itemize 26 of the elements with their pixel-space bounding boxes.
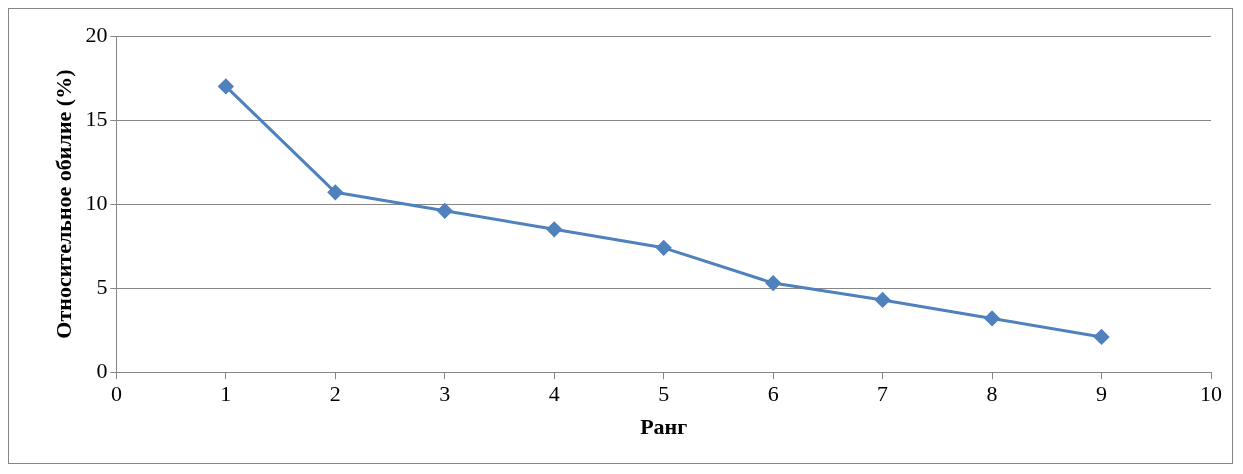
point (546, 221, 562, 237)
point (656, 240, 672, 256)
x-tick-label: 10 (1200, 381, 1222, 407)
x-axis-title: Ранг (640, 414, 688, 440)
y-tick-label: 15 (85, 105, 108, 131)
y-axis-title: Относительное обилие (%) (50, 69, 76, 339)
point (984, 310, 1000, 326)
y-tick-label: 5 (96, 273, 108, 299)
x-tick-label: 9 (1096, 381, 1108, 407)
x-tick-label: 1 (220, 381, 232, 407)
x-tick-label: 7 (877, 381, 889, 407)
x-tick-label: 6 (767, 381, 779, 407)
y-tick-label: 20 (85, 21, 108, 47)
x-tick-label: 4 (548, 381, 560, 407)
x-tick-label: 2 (329, 381, 341, 407)
y-tick-label: 0 (96, 357, 108, 383)
y-tick-label: 10 (85, 189, 108, 215)
point (327, 184, 343, 200)
point (218, 78, 234, 94)
point (437, 203, 453, 219)
x-tick-label: 8 (986, 381, 998, 407)
x-tick-label: 3 (439, 381, 451, 407)
point (765, 275, 781, 291)
point (875, 292, 891, 308)
point (1094, 329, 1110, 345)
x-tick-label: 5 (658, 381, 670, 407)
